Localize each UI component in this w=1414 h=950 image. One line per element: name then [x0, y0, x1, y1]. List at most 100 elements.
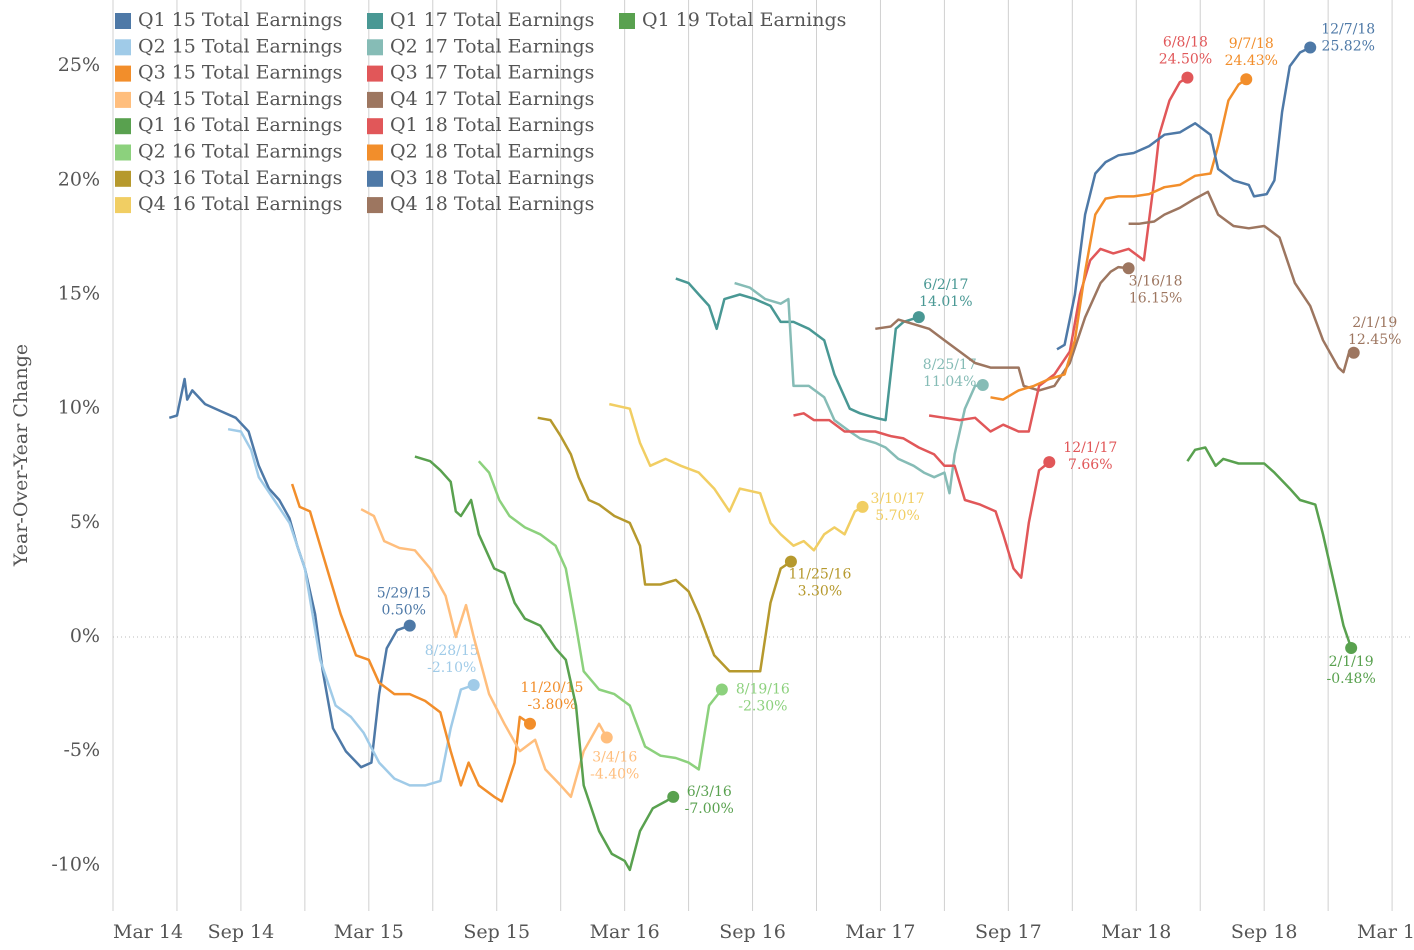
end-date-label: 6/3/16: [687, 784, 732, 800]
legend-swatch: [619, 13, 635, 29]
end-point: [1347, 346, 1360, 359]
end-value-label: 14.01%: [919, 294, 972, 310]
series-line: [1186, 446, 1353, 649]
legend-label: Q3 15 Total Earnings: [138, 62, 342, 84]
x-tick-label: Sep 16: [719, 921, 786, 943]
end-value-label: 7.66%: [1068, 457, 1112, 473]
grid: [112, 0, 1393, 911]
end-date-label: 3/16/18: [1129, 273, 1183, 289]
end-point: [1240, 73, 1253, 86]
x-tick-label: Mar 19: [1357, 921, 1414, 943]
legend-label: Q3 17 Total Earnings: [390, 62, 594, 84]
end-point: [1122, 262, 1135, 275]
end-date-label: 8/25/17: [923, 357, 977, 373]
series-line: [990, 78, 1248, 401]
y-tick-label: -5%: [63, 739, 100, 761]
end-value-label: 5.70%: [875, 508, 919, 524]
lines: 5/29/150.50% 8/28/15-2.10% 11/20/15-3.80% 3…: [168, 21, 1401, 872]
series-line: [168, 377, 411, 769]
end-value-label: 11.04%: [923, 374, 976, 390]
legend-swatch: [367, 197, 383, 214]
x-tick-label: Sep 17: [975, 921, 1042, 943]
end-value-label: -7.00%: [685, 801, 734, 817]
x-tick-label: Mar 16: [590, 921, 660, 943]
end-date-label: 2/1/19: [1329, 654, 1374, 670]
legend-label: Q2 18 Total Earnings: [390, 141, 594, 163]
y-tick-label: 20%: [58, 168, 100, 190]
legend-label: Q2 17 Total Earnings: [390, 35, 594, 57]
legend-label: Q4 18 Total Earnings: [390, 193, 594, 215]
end-date-label: 2/1/19: [1352, 315, 1397, 331]
series-line: [360, 508, 608, 799]
end-point: [467, 678, 480, 691]
legend-label: Q2 16 Total Earnings: [138, 141, 342, 163]
series-line: [1128, 190, 1354, 374]
end-date-label: 12/7/18: [1321, 21, 1375, 37]
end-value-label: 16.15%: [1129, 290, 1182, 306]
end-point: [1181, 71, 1194, 84]
series-line: [227, 427, 475, 787]
series-line: [793, 412, 1051, 579]
legend-swatch: [367, 65, 383, 82]
series-line: [928, 76, 1189, 433]
x-tick-label: Mar 18: [1101, 921, 1171, 943]
end-date-label: 9/7/18: [1229, 36, 1274, 52]
y-tick-label: 25%: [58, 54, 100, 76]
legend-swatch: [115, 65, 131, 82]
series-line: [675, 277, 920, 422]
series-line: [734, 281, 983, 495]
end-value-label: -0.48%: [1327, 671, 1376, 687]
legend-label: Q4 17 Total Earnings: [390, 88, 594, 110]
legend-swatch: [367, 13, 383, 29]
end-date-label: 8/28/15: [425, 643, 479, 659]
end-date-label: 11/25/16: [788, 567, 851, 583]
end-point: [403, 619, 416, 632]
series-line: [609, 402, 864, 552]
legend-swatch: [115, 197, 131, 214]
legend-label: Q1 18 Total Earnings: [390, 114, 594, 136]
legend-swatch: [367, 118, 383, 135]
end-value-label: 25.82%: [1322, 38, 1375, 54]
end-date-label: 3/10/17: [871, 491, 925, 507]
end-date-label: 11/20/15: [521, 680, 584, 696]
legend-label: Q1 19 Total Earnings: [642, 9, 846, 31]
legend-swatch: [115, 13, 131, 29]
end-value-label: -2.30%: [738, 699, 787, 715]
y-tick-label: 5%: [70, 511, 100, 533]
end-date-label: 3/4/16: [592, 749, 637, 765]
legend: Q1 15 Total Earnings Q2 15 Total Earnings…: [115, 9, 846, 215]
end-point: [667, 790, 680, 803]
series-line: [537, 416, 792, 673]
end-date-label: 12/1/17: [1063, 440, 1117, 456]
end-point: [523, 717, 536, 730]
legend-swatch: [115, 118, 131, 135]
end-point: [976, 378, 989, 391]
legend-label: Q1 15 Total Earnings: [138, 9, 342, 31]
end-value-label: 12.45%: [1348, 332, 1401, 348]
series-line: [1056, 46, 1311, 351]
legend-swatch: [367, 170, 383, 187]
y-tick-label: -10%: [51, 853, 100, 875]
end-point: [856, 500, 869, 513]
x-tick-label: Mar 15: [334, 921, 404, 943]
x-tick-label: Sep 14: [208, 921, 275, 943]
x-tick-label: Mar 17: [845, 921, 915, 943]
end-value-label: 0.50%: [382, 603, 426, 619]
end-date-label: 6/2/17: [923, 277, 968, 293]
y-tick-label: 10%: [58, 397, 100, 419]
legend-label: Q4 15 Total Earnings: [138, 88, 342, 110]
end-value-label: -2.10%: [427, 660, 476, 676]
legend-label: Q3 18 Total Earnings: [390, 167, 594, 189]
x-tick-label: Mar 14: [113, 921, 183, 943]
legend-swatch: [115, 170, 131, 187]
legend-swatch: [367, 39, 383, 56]
series-line: [477, 460, 723, 771]
series-line: [875, 265, 1129, 392]
y-tick-label: 15%: [58, 283, 100, 305]
end-point: [715, 683, 728, 696]
legend-swatch: [115, 144, 131, 161]
end-point: [1345, 641, 1358, 654]
end-value-label: -3.80%: [527, 697, 576, 713]
